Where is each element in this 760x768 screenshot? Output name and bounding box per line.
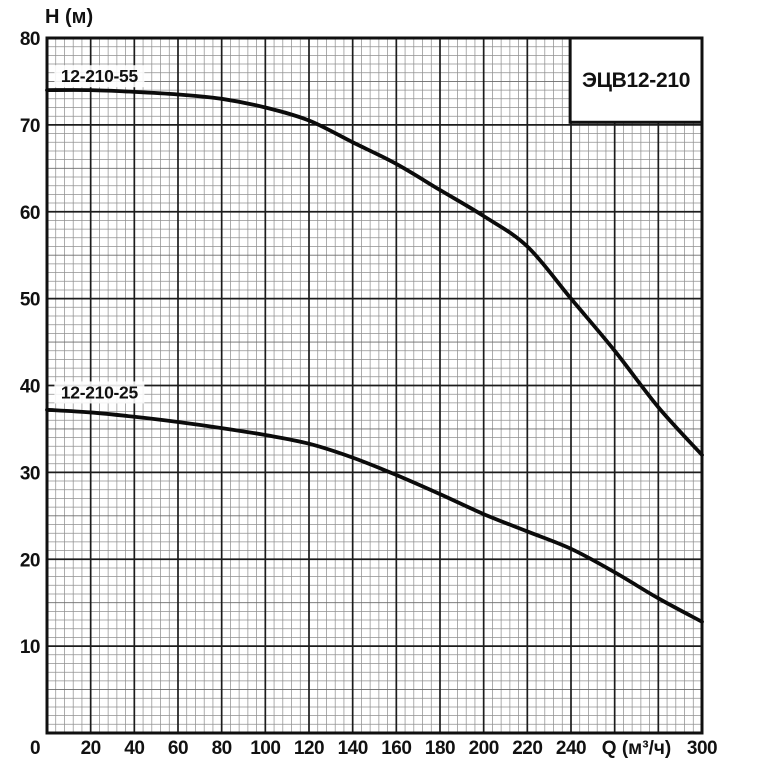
grid-medium [47, 80, 702, 691]
x-tick-label-140: 140 [338, 738, 368, 759]
pump-model-box [568, 36, 704, 124]
y-tick-label-50: 50 [20, 290, 40, 311]
x-tick-label-0: 0 [30, 738, 40, 759]
x-tick-label-300: 300 [687, 738, 717, 759]
x-tick-label-80: 80 [212, 738, 232, 759]
x-tick-label-160: 160 [381, 738, 411, 759]
y-tick-label-40: 40 [20, 377, 40, 398]
curve-12-210-25 [45, 407, 704, 624]
curve-label-12-210-25: 12-210-25 [61, 382, 139, 402]
x-tick-label-240: 240 [556, 738, 586, 759]
y-tick-label-10: 10 [20, 637, 40, 658]
x-tick-label-100: 100 [250, 738, 280, 759]
curve-label-12-210-55: 12-210-55 [61, 66, 139, 86]
y-tick-label-80: 80 [20, 29, 40, 50]
y-tick-label-70: 70 [20, 116, 40, 137]
curve-label-patch [54, 381, 145, 404]
y-tick-label-60: 60 [20, 203, 40, 224]
x-tick-label-120: 120 [294, 738, 324, 759]
q-axis-label: Q (м³/ч) [602, 738, 671, 759]
x-tick-label-60: 60 [168, 738, 188, 759]
x-tick-label-40: 40 [124, 738, 144, 759]
x-tick-label-200: 200 [469, 738, 499, 759]
y-tick-label-20: 20 [20, 550, 40, 571]
y-tick-label-30: 30 [20, 463, 40, 484]
x-tick-label-20: 20 [81, 738, 101, 759]
plot-border [45, 36, 704, 735]
pump-model-label: ЭЦВ12-210 [582, 69, 690, 92]
curve-label-patch [54, 65, 145, 88]
h-axis-label: H (м) [45, 6, 93, 28]
x-tick-label-220: 220 [512, 738, 542, 759]
curve-12-210-55 [45, 88, 704, 457]
x-tick-label-180: 180 [425, 738, 455, 759]
